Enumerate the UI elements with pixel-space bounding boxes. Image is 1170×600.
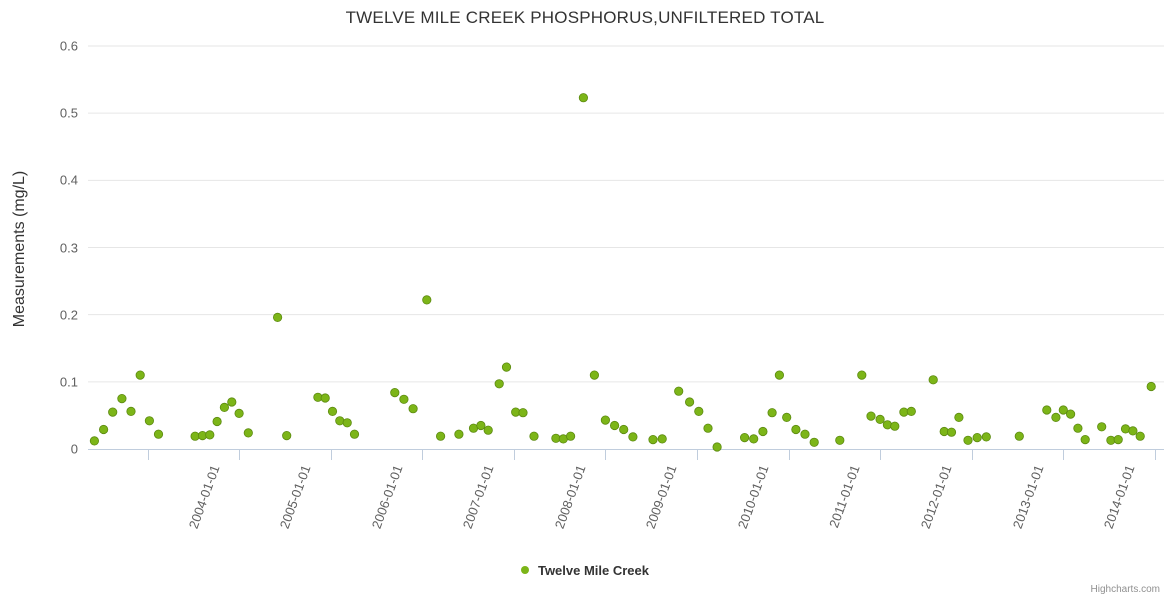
data-point[interactable] <box>963 435 973 445</box>
data-point[interactable] <box>205 430 215 440</box>
data-point[interactable] <box>1066 409 1076 419</box>
data-point[interactable] <box>1014 431 1024 441</box>
data-point[interactable] <box>153 429 164 439</box>
data-point[interactable] <box>684 397 695 407</box>
data-point[interactable] <box>809 437 819 447</box>
data-point[interactable] <box>578 93 589 103</box>
data-point[interactable] <box>674 386 684 396</box>
data-point[interactable] <box>89 436 100 446</box>
data-point[interactable] <box>1128 426 1138 436</box>
data-point[interactable] <box>703 423 713 433</box>
data-point[interactable] <box>609 420 620 431</box>
legend-item-twelve-mile-creek[interactable]: Twelve Mile Creek <box>520 562 650 579</box>
data-point[interactable] <box>227 397 237 407</box>
data-point[interactable] <box>399 394 409 404</box>
legend-marker-icon <box>520 565 529 574</box>
data-point[interactable] <box>890 421 900 431</box>
data-point[interactable] <box>835 435 845 445</box>
data-point[interactable] <box>1135 431 1145 441</box>
data-point[interactable] <box>628 432 638 442</box>
data-point[interactable] <box>327 406 338 416</box>
data-point[interactable] <box>494 379 504 389</box>
data-point[interactable] <box>712 442 722 452</box>
y-tick-label: 0.4 <box>59 172 78 188</box>
data-point[interactable] <box>782 412 792 422</box>
y-tick-label: 0.1 <box>59 374 78 390</box>
data-point[interactable] <box>565 431 576 441</box>
data-point[interactable] <box>135 370 145 380</box>
gridlines <box>88 45 1164 383</box>
y-tick-label: 0.6 <box>59 38 78 54</box>
data-point[interactable] <box>483 425 493 435</box>
data-point[interactable] <box>774 370 785 380</box>
data-point[interactable] <box>390 387 400 398</box>
data-point[interactable] <box>972 432 982 443</box>
data-point[interactable] <box>767 408 777 418</box>
y-tick-label: 0.5 <box>59 105 78 121</box>
data-point[interactable] <box>529 431 539 441</box>
data-point[interactable] <box>1073 423 1083 433</box>
y-tick-label: 0.3 <box>59 240 78 255</box>
data-point[interactable] <box>882 420 893 430</box>
data-point[interactable] <box>589 370 600 380</box>
data-point[interactable] <box>435 431 446 441</box>
data-point[interactable] <box>749 434 759 444</box>
x-axis-ticks <box>148 450 1156 460</box>
data-point[interactable] <box>126 406 136 416</box>
data-point[interactable] <box>219 402 229 412</box>
data-point[interactable] <box>600 415 611 425</box>
data-point[interactable] <box>117 393 127 404</box>
data-point[interactable] <box>866 411 876 421</box>
y-tick-label: 0 <box>70 441 78 457</box>
data-point[interactable] <box>1058 405 1068 415</box>
data-point[interactable] <box>791 424 801 435</box>
y-tick-label: 0.2 <box>59 307 78 323</box>
data-point[interactable] <box>349 429 360 439</box>
data-point[interactable] <box>518 408 528 418</box>
data-point[interactable] <box>619 424 629 435</box>
data-point[interactable] <box>212 416 222 427</box>
legend-label: Twelve Mile Creek <box>537 563 650 579</box>
data-point[interactable] <box>946 427 957 437</box>
data-point[interactable] <box>1051 412 1061 422</box>
data-point[interactable] <box>648 434 658 445</box>
data-point[interactable] <box>282 430 292 441</box>
data-point[interactable] <box>1080 434 1090 445</box>
data-point[interactable] <box>454 429 464 439</box>
data-point[interactable] <box>800 429 810 439</box>
data-point[interactable] <box>657 434 667 444</box>
data-point[interactable] <box>320 393 330 403</box>
data-point[interactable] <box>928 375 938 385</box>
data-point[interactable] <box>954 412 964 422</box>
data-point[interactable] <box>857 370 867 380</box>
data-point[interactable] <box>408 404 418 414</box>
data-point[interactable] <box>1113 434 1123 445</box>
data-point[interactable] <box>1146 381 1156 392</box>
data-point[interactable] <box>476 420 486 431</box>
data-point[interactable] <box>272 312 283 322</box>
data-point[interactable] <box>144 416 154 426</box>
data-point[interactable] <box>875 414 885 424</box>
chart-title: TWELVE MILE CREEK PHOSPHORUS,UNFILTERED … <box>345 8 825 27</box>
highcharts-credits[interactable]: Highcharts.com <box>1090 584 1160 595</box>
data-point[interactable] <box>1097 422 1107 432</box>
data-point[interactable] <box>1042 405 1052 415</box>
data-point[interactable] <box>501 362 512 372</box>
data-point[interactable] <box>243 428 253 438</box>
data-point[interactable] <box>739 432 750 443</box>
data-point[interactable] <box>981 432 991 442</box>
data-point[interactable] <box>99 424 109 435</box>
data-point[interactable] <box>694 406 704 416</box>
chart-legend: Twelve Mile Creek <box>0 562 1170 578</box>
data-point[interactable] <box>758 426 768 437</box>
data-point[interactable] <box>234 408 244 418</box>
data-point[interactable] <box>342 418 352 428</box>
data-point[interactable] <box>422 295 432 305</box>
data-point-group <box>89 93 1156 452</box>
data-point[interactable] <box>906 406 916 416</box>
data-point[interactable] <box>108 407 118 417</box>
